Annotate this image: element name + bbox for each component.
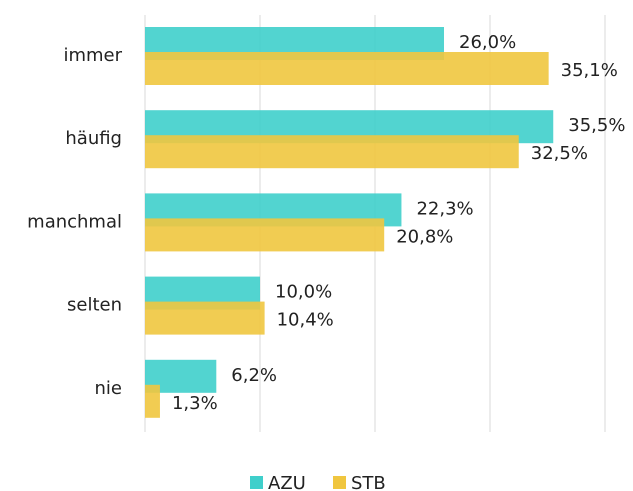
data-label: 26,0% [459, 32, 516, 53]
legend-label: AZU [268, 473, 306, 491]
legend-label: STB [351, 473, 386, 491]
y-tick-label: häufig [65, 128, 122, 149]
y-tick-label: nie [95, 378, 122, 399]
data-label: 35,5% [568, 115, 625, 136]
bar [145, 218, 385, 252]
data-label: 35,1% [561, 60, 618, 81]
data-label: 10,0% [275, 282, 332, 303]
data-label: 6,2% [231, 365, 277, 386]
bar [145, 135, 519, 169]
data-label: 10,4% [277, 310, 334, 331]
data-label: 1,3% [172, 393, 218, 414]
data-label: 20,8% [396, 226, 453, 247]
data-label: 22,3% [416, 198, 473, 219]
legend-swatch [333, 476, 346, 489]
y-tick-label: immer [63, 45, 122, 66]
y-tick-label: selten [67, 295, 122, 316]
bar [145, 301, 265, 335]
bar [145, 52, 549, 85]
y-tick-label: manchmal [27, 211, 122, 232]
bar [145, 384, 160, 418]
legend-swatch [250, 476, 263, 489]
data-label: 32,5% [531, 143, 588, 164]
